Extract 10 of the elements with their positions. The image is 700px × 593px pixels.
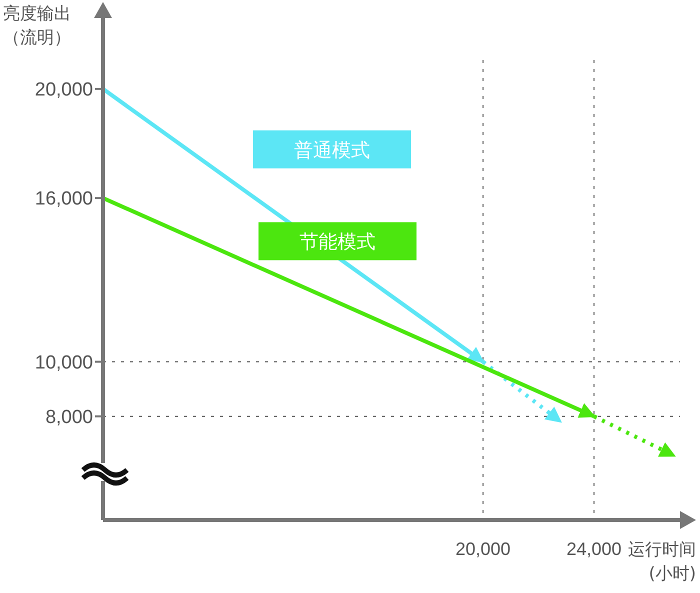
y-tick-label: 10,000 [34, 352, 93, 374]
y-tick-label: 8,000 [45, 406, 93, 428]
name-tag: 节能模式 [258, 222, 416, 260]
x-axis-title: 运行时间(小时) [627, 539, 696, 586]
y-tick-label: 16,000 [34, 188, 93, 210]
name-tag: 普通模式 [253, 130, 412, 168]
x-tick-label: 24,000 [566, 539, 622, 559]
y-axis-title: 亮度输出（流明） [2, 3, 72, 50]
series-label: 节能模式 [300, 231, 376, 254]
y-tick-label: 20,000 [34, 80, 93, 101]
